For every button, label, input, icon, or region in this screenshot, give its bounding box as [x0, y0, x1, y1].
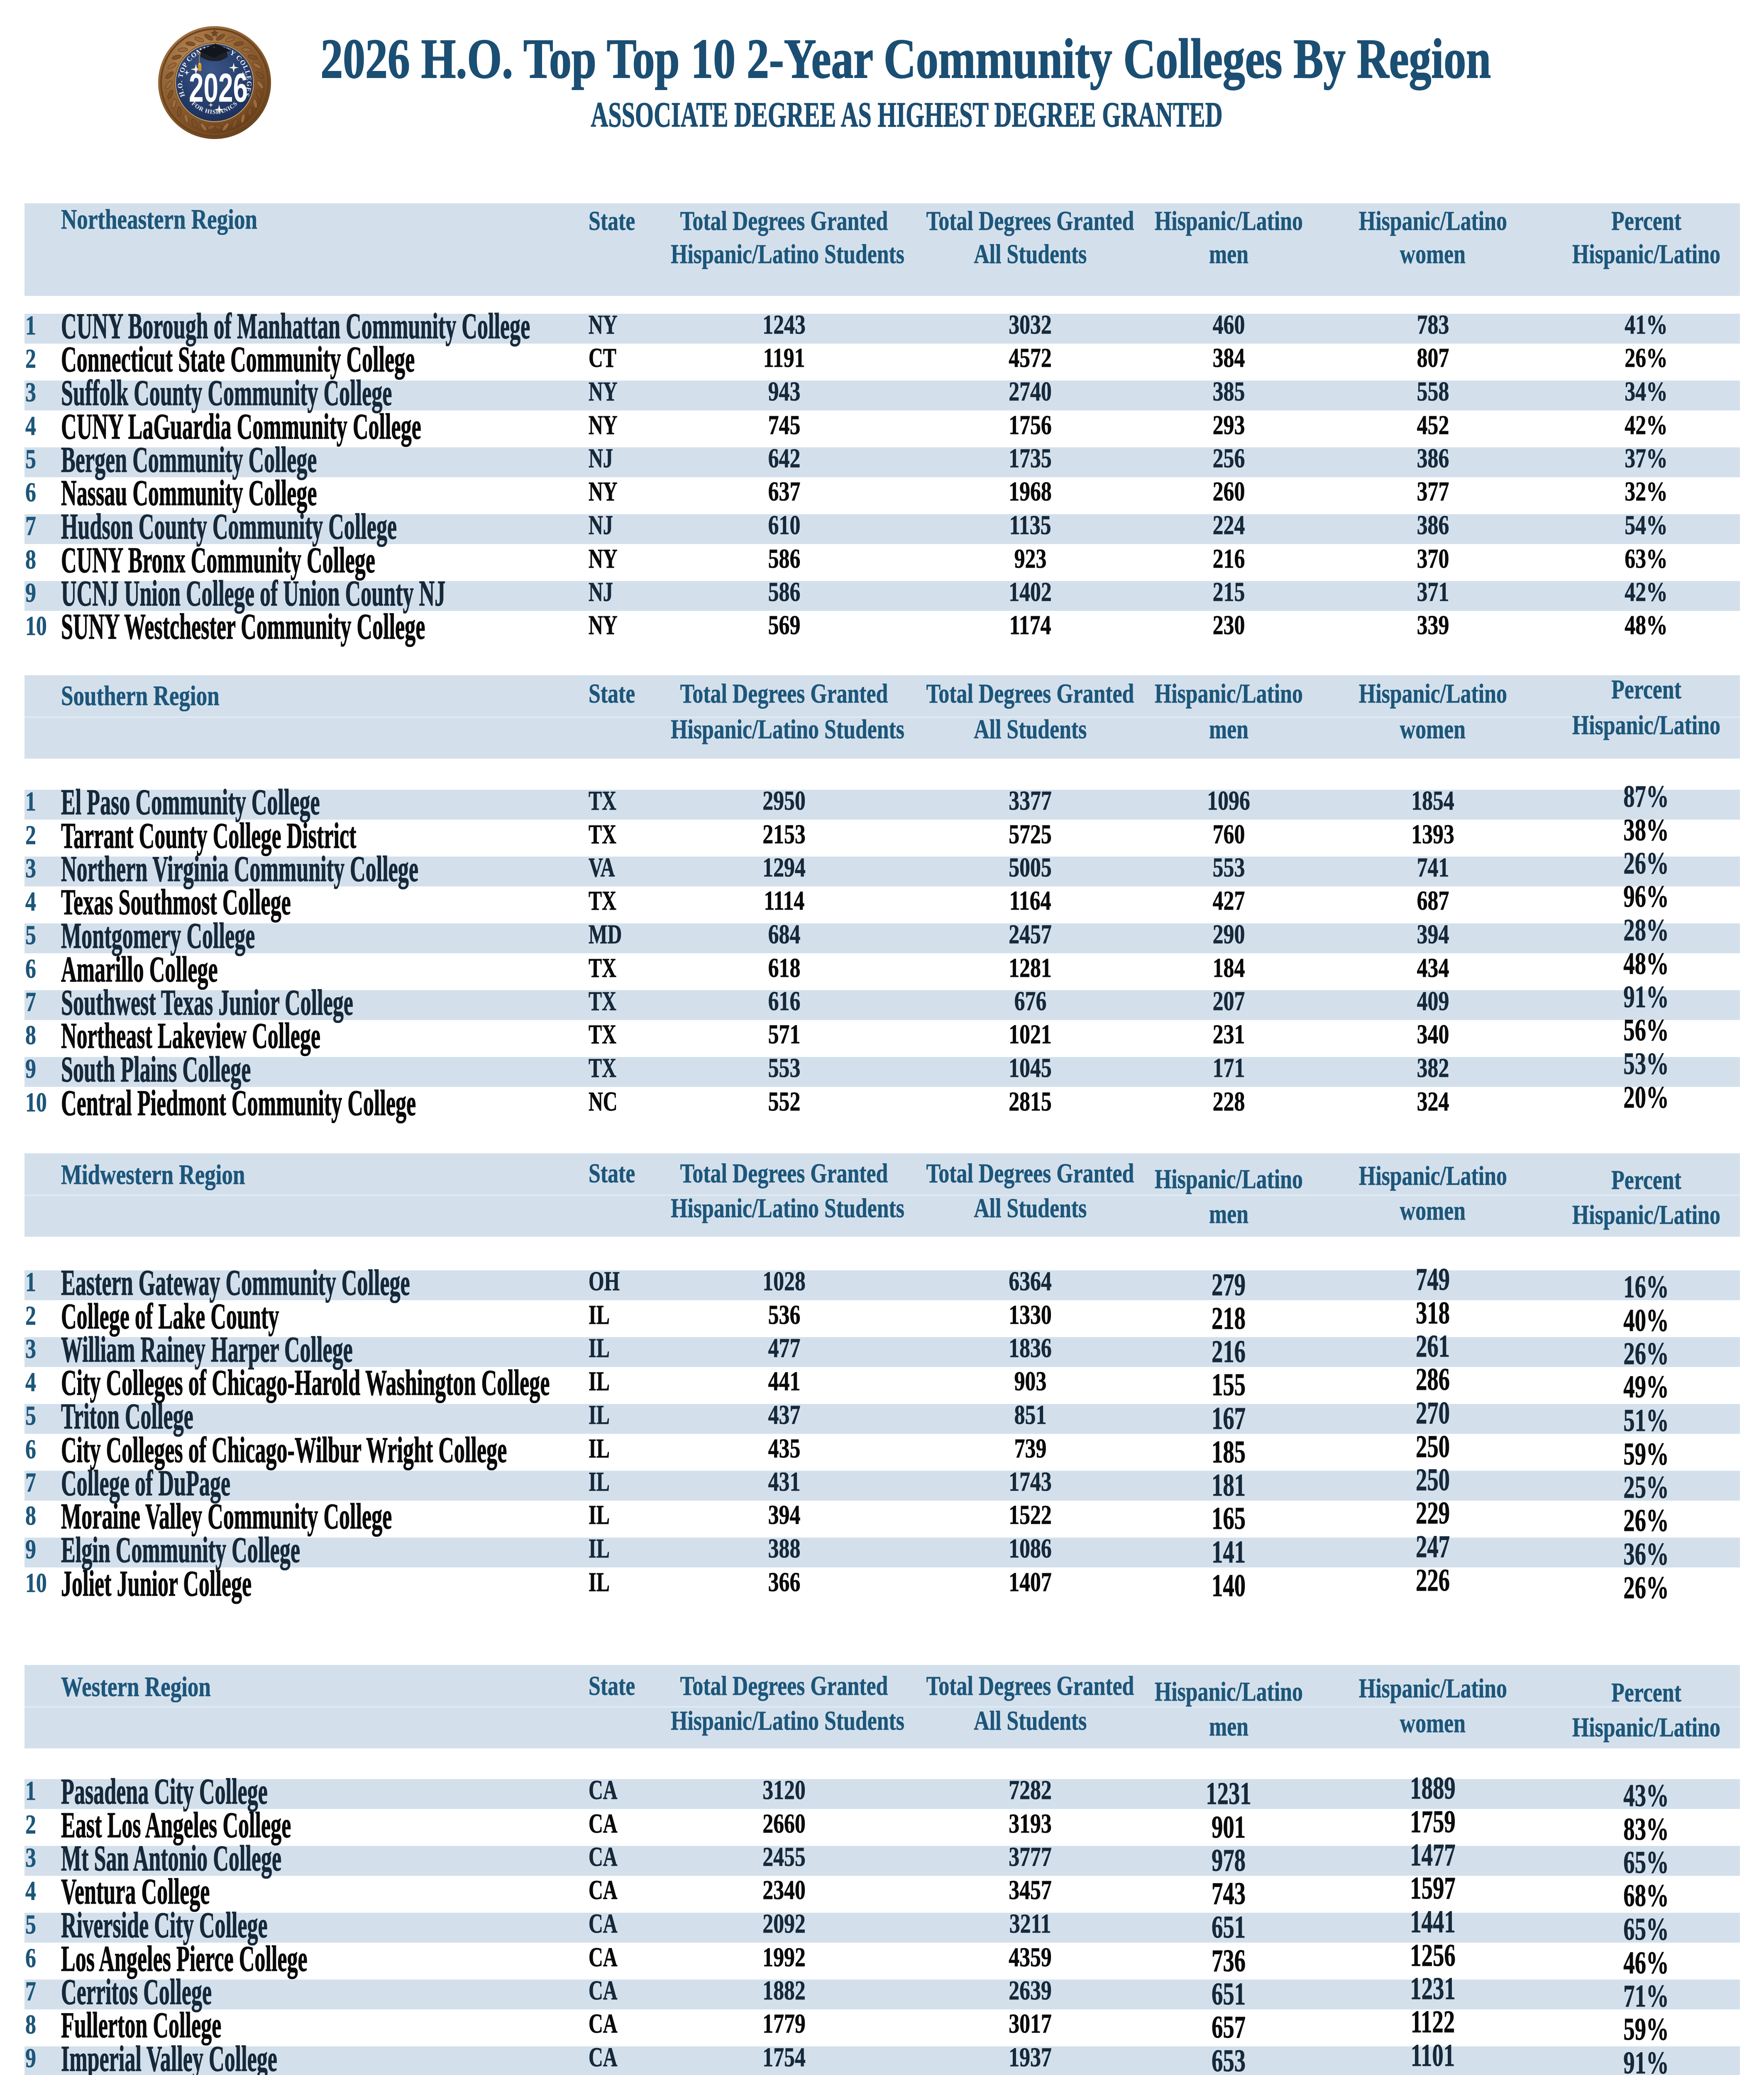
svg-text:2026: 2026 — [189, 65, 248, 110]
